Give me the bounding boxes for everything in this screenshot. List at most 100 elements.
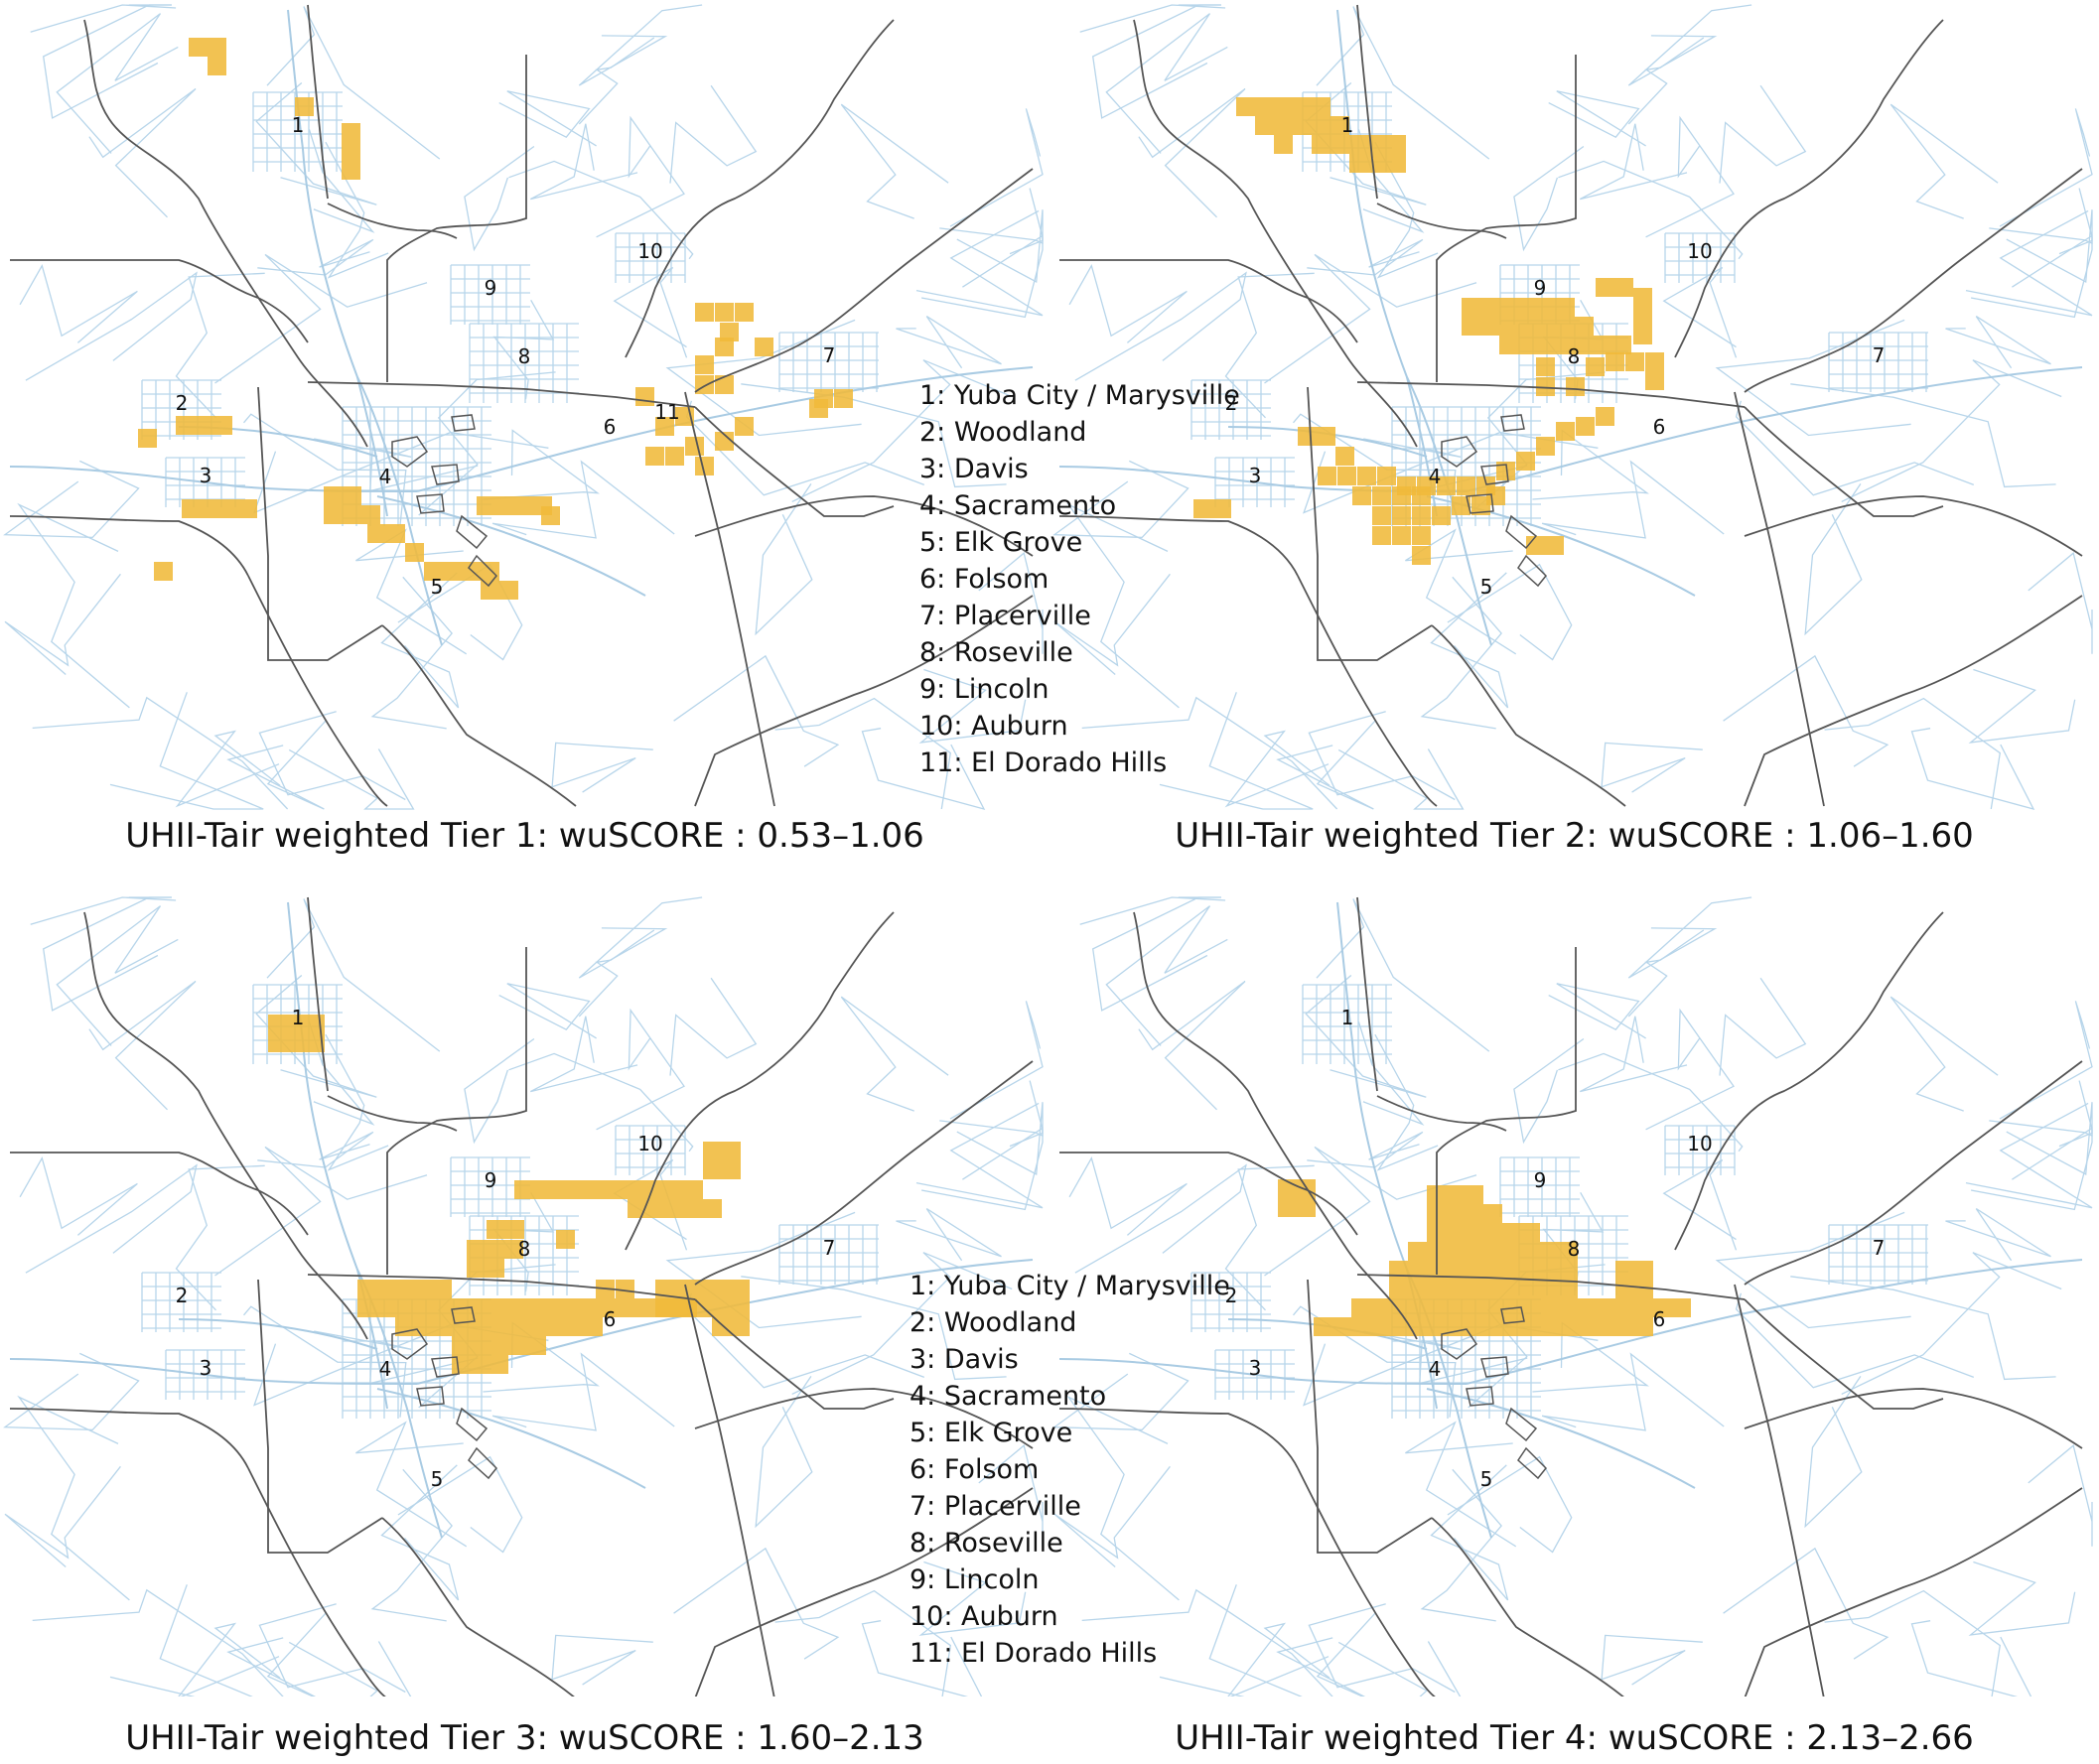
road-line	[1735, 1292, 1975, 1389]
road-line	[1337, 748, 1465, 810]
road-line	[464, 1037, 535, 1145]
road-line	[1804, 1376, 1863, 1529]
map-tier-4: 1 2 3 4 5 6 7 8 9 10	[1052, 896, 2093, 1696]
wuscore-cell	[1586, 357, 1605, 376]
city-number-label: 7	[823, 343, 836, 367]
wuscore-cell	[1625, 352, 1644, 371]
road-line	[483, 429, 600, 500]
wuscore-cell	[712, 1317, 731, 1336]
boundary-line	[625, 911, 895, 1251]
wuscore-cell	[703, 1199, 722, 1218]
wuscore-cell	[1446, 1280, 1465, 1298]
boundary-line	[1307, 1279, 1433, 1554]
road-line	[109, 692, 264, 810]
boundary-line	[1674, 911, 1944, 1251]
wuscore-cell	[1483, 1242, 1502, 1261]
wuscore-cell	[1274, 116, 1293, 135]
boundary-line	[1436, 55, 1577, 382]
road-line	[1999, 1001, 2093, 1120]
wuscore-cell	[467, 1259, 486, 1278]
legend-item: 7: Placerville	[910, 1491, 1081, 1522]
district-outline	[1480, 1356, 1509, 1378]
road-line	[308, 129, 375, 233]
river-line	[287, 9, 388, 517]
road-line	[1532, 1321, 1649, 1393]
district-outline	[1466, 1386, 1494, 1407]
wuscore-cell	[685, 437, 704, 456]
road-line	[1420, 1468, 1502, 1622]
wuscore-cell	[1457, 476, 1475, 495]
wuscore-cell	[1372, 486, 1391, 505]
wuscore-cell	[1521, 1242, 1540, 1261]
wuscore-cell	[527, 1336, 546, 1355]
wuscore-cell	[628, 1180, 646, 1199]
wuscore-cell	[481, 562, 499, 581]
road-line	[1645, 115, 1735, 238]
city-number-label: 7	[1873, 343, 1886, 367]
road-line	[840, 996, 949, 1112]
wuscore-cell	[1297, 1198, 1316, 1217]
road-line	[1079, 896, 1226, 925]
boundary-line	[1744, 495, 2083, 557]
legend-item: 8: Roseville	[910, 1528, 1063, 1559]
district-outline	[431, 464, 460, 485]
wuscore-cell	[1462, 317, 1480, 336]
boundary-line	[1734, 391, 1825, 807]
road-line	[1066, 502, 1180, 709]
boundary-line	[1744, 406, 1944, 517]
road-line	[755, 483, 813, 636]
wuscore-cell	[603, 1298, 622, 1317]
wuscore-cell	[1633, 288, 1652, 307]
road-line	[1053, 1465, 1171, 1567]
wuscore-cell	[1337, 467, 1356, 485]
wuscore-cell	[306, 1015, 325, 1033]
legend-item: 1: Yuba City / Marysville	[910, 1271, 1230, 1301]
city-number-label: 10	[637, 239, 662, 263]
road-line	[665, 319, 862, 437]
city-number-label: 4	[379, 465, 392, 488]
panel-caption: UHII-Tair weighted Tier 3: wuSCORE : 1.6…	[125, 1718, 924, 1758]
road-line	[578, 896, 703, 979]
city-number-label: 5	[1480, 575, 1493, 599]
wuscore-cell	[1615, 1317, 1634, 1336]
road-line	[978, 1444, 1044, 1547]
wuscore-cell	[1516, 452, 1535, 471]
road-line	[1081, 696, 1338, 810]
city-number-label: 8	[1568, 344, 1581, 368]
wuscore-cell	[452, 1336, 471, 1355]
legend-item: 2: Woodland	[910, 1307, 1077, 1338]
city-number-label: 8	[1568, 1237, 1581, 1261]
wuscore-cell	[499, 581, 518, 600]
wuscore-cell	[1596, 278, 1614, 297]
road-line	[508, 1052, 694, 1153]
wuscore-cell	[693, 1280, 712, 1298]
road-line	[673, 654, 840, 767]
road-line	[861, 728, 986, 811]
legend-item: 11: El Dorado Hills	[919, 747, 1168, 778]
city-number-label: 5	[431, 1467, 444, 1491]
district-outline	[1505, 514, 1538, 550]
wuscore-cell	[176, 416, 195, 435]
wuscore-cell	[1330, 116, 1349, 135]
wuscore-cell	[195, 416, 213, 435]
wuscore-cell	[695, 457, 714, 475]
boundary-line	[83, 911, 368, 1340]
wuscore-cell	[1437, 476, 1456, 495]
road-line	[1841, 1252, 2062, 1395]
road-line	[1308, 1603, 1456, 1694]
city-number-label: 2	[1225, 1284, 1238, 1307]
road-line	[1308, 711, 1456, 801]
wuscore-cell	[1212, 499, 1231, 518]
wuscore-cell	[635, 387, 654, 406]
boundary-line	[1744, 168, 2083, 393]
road-line	[669, 84, 758, 184]
wuscore-cell	[1596, 407, 1614, 426]
wuscore-cell	[665, 447, 684, 466]
wuscore-cell	[1293, 97, 1312, 116]
road-line	[1105, 13, 1228, 154]
wuscore-cell	[1540, 1242, 1559, 1261]
wuscore-cell	[295, 97, 314, 116]
wuscore-cell	[1370, 1298, 1389, 1317]
city-number-label: 1	[1341, 113, 1354, 137]
wuscore-cell	[655, 1280, 674, 1298]
